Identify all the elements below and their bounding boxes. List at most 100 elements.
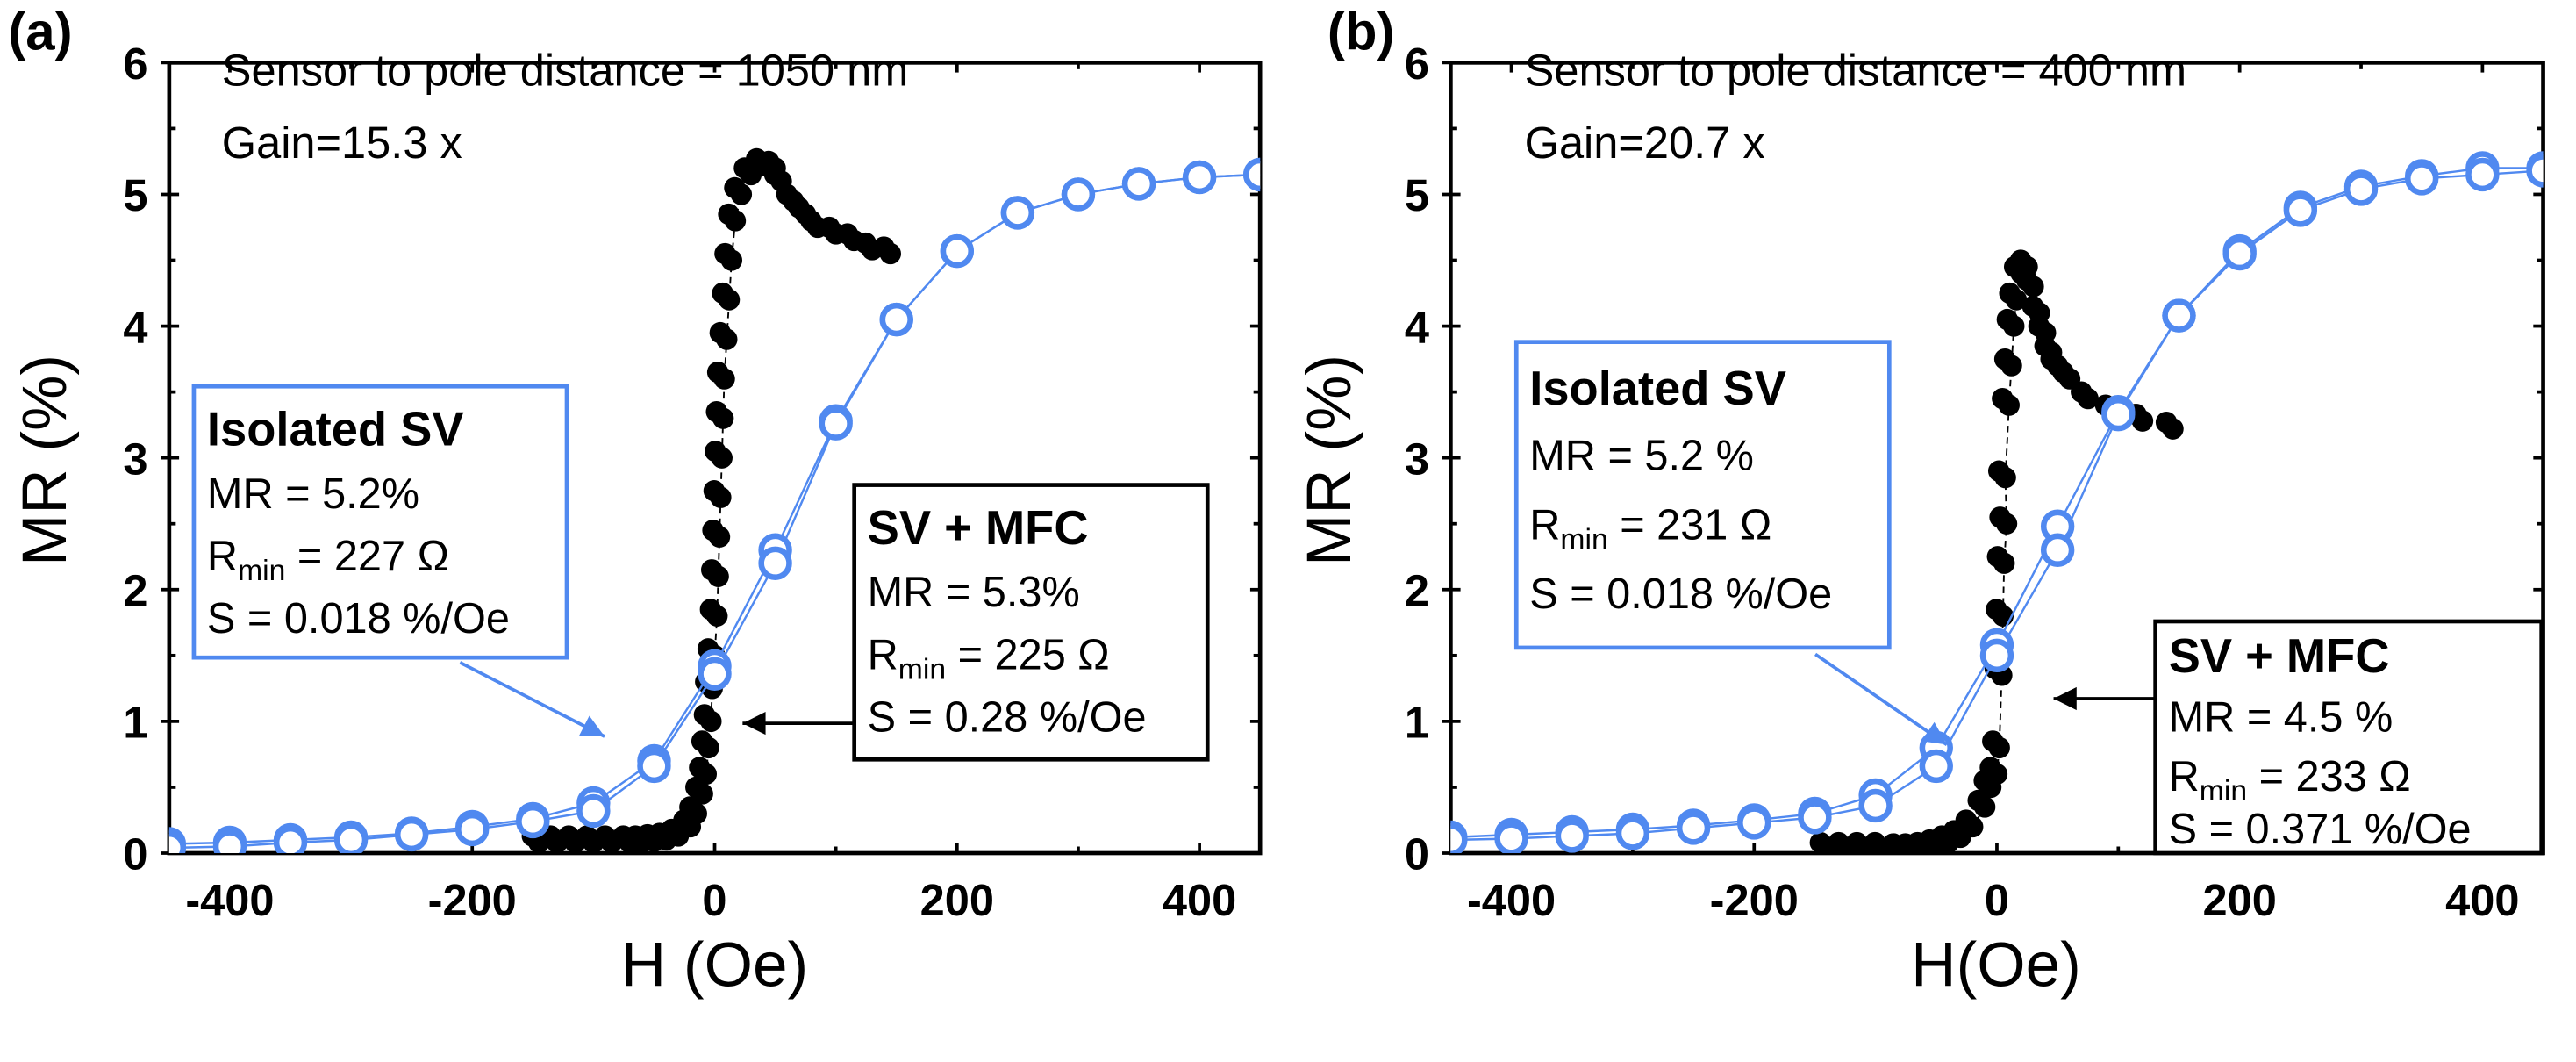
- mfc-data-point-return: [576, 825, 598, 847]
- y-tick-label: 0: [123, 829, 147, 879]
- mfc-data-point-return: [689, 757, 711, 779]
- isolated-sv-arrow-head-icon: [1921, 721, 1947, 745]
- x-tick-label: -400: [1467, 875, 1556, 925]
- isolated-sv-mr: MR = 5.2 %: [1529, 433, 1754, 480]
- mfc-data-point-return: [1992, 387, 2014, 410]
- sv-mfc-arrow-head-icon: [2053, 686, 2077, 711]
- mfc-data-point-return: [1955, 809, 1977, 831]
- rmin-subscript: min: [1560, 523, 1607, 556]
- rmin-value: = 225 Ω: [946, 631, 1110, 678]
- isolated-sv-rmin: Rmin = 227 Ω: [207, 533, 449, 587]
- x-tick-label: -400: [185, 875, 274, 925]
- y-tick-label: 0: [1405, 829, 1429, 879]
- mfc-data-point-return: [705, 441, 726, 463]
- sv-mfc-rmin: Rmin = 225 Ω: [868, 631, 1110, 685]
- mfc-data-point-return: [709, 321, 732, 344]
- mfc-data-point-return: [818, 216, 841, 239]
- mfc-data-point-return: [1982, 730, 2004, 752]
- sv-mfc-title: SV + MFC: [2169, 629, 2390, 683]
- mfc-data-point-return: [763, 163, 786, 186]
- isolated-data-point: [940, 233, 974, 269]
- panel-label: (b): [1327, 2, 1395, 61]
- mfc-data-point-return: [2015, 269, 2038, 291]
- isolated-sv-rmin: Rmin = 231 Ω: [1529, 501, 1771, 556]
- y-tick-label: 2: [1405, 566, 1429, 616]
- isolated-data-point: [1919, 749, 1953, 784]
- mfc-data-point-return: [691, 730, 713, 752]
- isolated-sv-mr: MR = 5.2%: [207, 470, 419, 518]
- mfc-data-point-return: [836, 223, 859, 245]
- isolated-data-point: [1182, 160, 1217, 195]
- isolated-sv-arrow-line: [459, 661, 605, 738]
- y-tick-label: 6: [123, 39, 147, 89]
- isolated-data-point: [1858, 788, 1893, 823]
- isolated-data-point: [1000, 196, 1035, 230]
- rmin-subscript: min: [2200, 774, 2247, 807]
- isolated-sv-box: [191, 384, 569, 660]
- gain-annotation: Gain=20.7 x: [1525, 118, 1765, 168]
- y-tick-label: 4: [1405, 302, 1429, 352]
- isolated-sv-title: Isolated SV: [1529, 362, 1786, 415]
- isolated-data-point: [1615, 816, 1650, 850]
- rmin-symbol: R: [868, 631, 898, 678]
- mfc-data-point-return: [1809, 831, 1831, 853]
- mfc-data-point-return: [2155, 411, 2178, 434]
- mfc-data-point-return: [1989, 506, 2011, 528]
- isolated-data-point: [455, 812, 490, 847]
- mfc-data-point-return: [557, 825, 580, 847]
- distance-annotation: Sensor to pole distance = 400 nm: [1525, 46, 2186, 96]
- isolated-data-point: [1061, 177, 1096, 212]
- sv-mfc-mr: MR = 4.5 %: [2169, 693, 2394, 741]
- isolated-data-point: [394, 817, 429, 852]
- isolated-data-point: [1798, 800, 1832, 835]
- sv-mfc-sensitivity: S = 0.28 %/Oe: [868, 693, 1147, 741]
- mfc-data-point-return: [2052, 361, 2074, 384]
- mfc-data-point-return: [1986, 599, 2007, 621]
- y-tick-label: 4: [123, 302, 147, 352]
- data-layer: [168, 147, 1261, 853]
- rmin-symbol: R: [1529, 501, 1560, 549]
- mfc-data-point-return: [1999, 282, 2021, 305]
- sv-mfc-arrow-head-icon: [742, 711, 766, 736]
- mfc-data-point-return: [1993, 348, 2016, 370]
- sv-mfc-rmin: Rmin = 233 Ω: [2169, 753, 2411, 807]
- y-axis-label: MR (%): [1295, 355, 1364, 566]
- mfc-data-point-return: [1967, 789, 1989, 812]
- rmin-value: = 227 Ω: [285, 533, 449, 580]
- isolated-data-point: [879, 302, 913, 337]
- rmin-value: = 233 Ω: [2247, 753, 2411, 800]
- isolated-data-point: [1676, 811, 1711, 845]
- isolated-data-point: [333, 822, 369, 853]
- sv-mfc-sensitivity: S = 0.371 %/Oe: [2169, 806, 2472, 853]
- mfc-data-point-return: [702, 520, 724, 542]
- mfc-data-point-return: [2021, 295, 2044, 318]
- y-tick-label: 5: [1405, 170, 1429, 220]
- mfc-data-point-return: [2009, 249, 2032, 271]
- y-tick-label: 3: [1405, 434, 1429, 484]
- rmin-symbol: R: [2169, 753, 2200, 800]
- mfc-data-point-return: [1846, 831, 1868, 853]
- gain-annotation: Gain=15.3 x: [222, 118, 462, 168]
- isolated-data-point: [1979, 638, 2014, 673]
- x-tick-label: 400: [1163, 875, 1236, 925]
- isolated-data-point: [2465, 157, 2500, 192]
- y-tick-label: 5: [123, 170, 147, 220]
- mfc-data-point-return: [712, 282, 733, 305]
- panel-a: (a) 0 1 2 3 4 5 6 -400 -200 0 200 400 H (Oe) MR (%) Sen…: [8, 2, 1263, 1001]
- sv-mfc-box: [2153, 619, 2544, 856]
- isolated-sv-sensitivity: S = 0.018 %/Oe: [207, 595, 510, 642]
- x-tick-label: -200: [1710, 875, 1799, 925]
- isolated-sv-arrow-line: [1814, 652, 1948, 746]
- mfc-data-point-return: [2028, 315, 2050, 337]
- isolated-data-point: [2222, 236, 2257, 271]
- mfc-data-point-return: [724, 176, 746, 199]
- mfc-data-point-return: [718, 203, 740, 226]
- isolated-data-point: [1737, 806, 1771, 840]
- isolated-data-point: [2101, 397, 2136, 432]
- isolated-data-point: [637, 749, 671, 784]
- isolated-sv-sensitivity: S = 0.018 %/Oe: [1529, 570, 1832, 618]
- mfc-data-point-return: [705, 400, 727, 423]
- x-axis-label: H(Oe): [1911, 931, 2081, 1001]
- mfc-data-point-return: [714, 242, 736, 265]
